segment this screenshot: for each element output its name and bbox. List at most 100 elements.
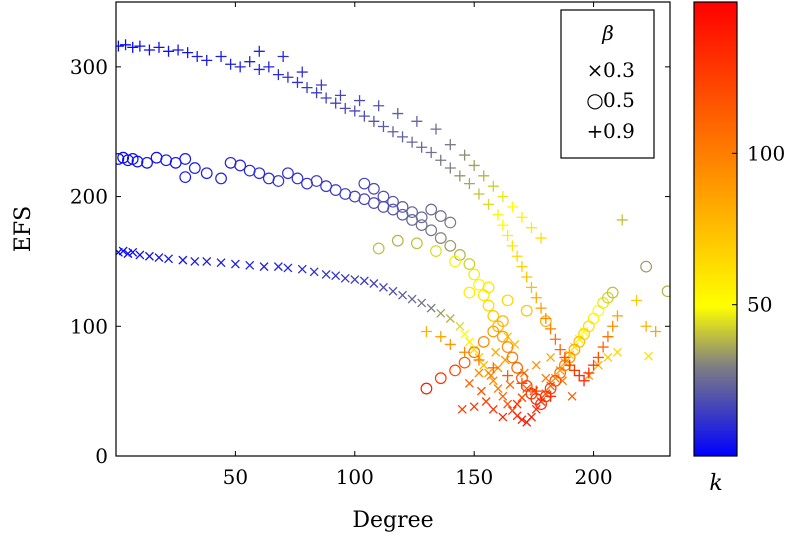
series-0.9-point-97 xyxy=(516,377,528,389)
series-0.3-point-76 xyxy=(531,360,541,370)
series-0.9-point-20 xyxy=(301,82,313,94)
series-0.5-point-78 xyxy=(487,325,500,338)
series-0.5-point-81 xyxy=(367,182,380,195)
series-0.9-point-28 xyxy=(377,121,389,133)
series-0.3-point-9 xyxy=(190,256,200,266)
series-0.9-point-75 xyxy=(354,95,366,107)
series-0.9-point-53 xyxy=(554,344,566,356)
series-0.3-point-8 xyxy=(178,255,188,265)
series-0.9-point-19 xyxy=(291,76,303,88)
series-0.5-point-26 xyxy=(339,188,352,200)
series-0.9-point-37 xyxy=(463,178,475,190)
series-0.9-point-43 xyxy=(506,240,518,252)
series-0.9-point-12 xyxy=(225,58,237,70)
series-0.9-point-49 xyxy=(535,302,547,314)
series-0.5-point-87 xyxy=(425,203,438,216)
series-0.9-point-66 xyxy=(616,214,628,226)
legend-label-0-9: 0.9 xyxy=(603,119,635,143)
data-points xyxy=(116,39,670,427)
series-0.9-point-95 xyxy=(487,362,499,374)
series-0.9-point-78 xyxy=(411,115,423,127)
series-0.9-point-1 xyxy=(120,39,132,51)
series-0.9-point-92 xyxy=(444,338,456,350)
series-0.3-point-5 xyxy=(144,251,154,261)
series-0.3-point-87 xyxy=(474,368,484,378)
series-0.9-point-71 xyxy=(277,50,289,62)
axis-ticks: 50 100 150 200 0 100 200 300 xyxy=(70,2,670,489)
series-0.5-point-86 xyxy=(415,211,428,224)
series-0.5-point-15 xyxy=(234,159,247,172)
series-0.3-point-48 xyxy=(527,412,536,422)
legend-label-0-5: 0.5 xyxy=(603,88,635,112)
series-0.9-point-42 xyxy=(502,229,514,241)
series-0.9-point-54 xyxy=(559,351,571,363)
series-0.5-point-22 xyxy=(301,177,313,190)
series-0.3-point-86 xyxy=(464,378,474,388)
series-0.3-point-35 xyxy=(464,337,474,347)
series-0.9-point-2 xyxy=(127,41,139,53)
plot-frame xyxy=(115,1,671,457)
series-0.9-point-70 xyxy=(253,45,265,57)
series-0.3-point-84 xyxy=(644,351,653,361)
series-0.3-point-61 xyxy=(505,380,515,390)
legend: β × 0.3 ○ 0.5 + 0.9 xyxy=(560,9,655,159)
series-0.9-point-46 xyxy=(521,271,533,283)
series-0.9-point-39 xyxy=(483,198,495,210)
series-0.5-point-93 xyxy=(430,245,442,257)
series-0.9-point-7 xyxy=(172,44,184,56)
series-0.3-point-32 xyxy=(445,314,455,323)
series-0.9-point-99 xyxy=(545,390,557,402)
series-0.3-point-68 xyxy=(512,399,522,409)
series-0.3-point-10 xyxy=(202,256,212,266)
series-0.3-point-79 xyxy=(567,391,577,401)
series-0.9-point-21 xyxy=(311,87,323,99)
series-0.9-point-24 xyxy=(339,102,351,114)
series-0.3-point-83 xyxy=(613,347,622,357)
legend-title: β xyxy=(601,21,614,45)
series-0.3-point-64 xyxy=(541,373,551,383)
series-0.5-point-37 xyxy=(444,239,457,252)
series-0.9-point-68 xyxy=(640,320,652,332)
series-0.5-point-72 xyxy=(420,382,433,395)
series-0.5-point-92 xyxy=(410,237,423,250)
series-0.5-point-82 xyxy=(377,190,390,203)
legend-marker-x: × xyxy=(587,58,604,82)
series-0.5-point-91 xyxy=(391,234,404,247)
series-0.5-point-76 xyxy=(468,346,481,359)
series-0.5-point-39 xyxy=(463,258,476,270)
series-0.9-point-22 xyxy=(320,92,332,104)
series-0.3-point-31 xyxy=(436,308,446,318)
series-0.9-point-62 xyxy=(597,341,609,353)
series-0.5-point-19 xyxy=(272,175,285,187)
series-0.5-point-36 xyxy=(434,232,447,244)
series-0.3-point-38 xyxy=(479,360,489,370)
series-0.5-point-6 xyxy=(150,151,163,164)
series-0.5-point-47 xyxy=(501,341,514,353)
y-tick-label-200: 200 xyxy=(70,185,108,209)
series-0.3-point-4 xyxy=(135,250,145,260)
series-0.3-point-40 xyxy=(488,376,498,386)
series-0.5-point-85 xyxy=(406,206,419,219)
series-0.3-point-3 xyxy=(128,247,138,257)
series-0.9-point-79 xyxy=(430,123,442,135)
series-0.3-point-29 xyxy=(417,298,427,308)
series-0.9-point-74 xyxy=(334,89,346,101)
series-0.9-point-59 xyxy=(583,367,595,379)
series-0.5-point-65 xyxy=(587,312,600,325)
series-0.9-point-58 xyxy=(578,375,590,387)
x-tick-label-100: 100 xyxy=(336,465,374,489)
series-0.3-point-34 xyxy=(460,329,470,339)
series-0.5-point-13 xyxy=(215,172,227,185)
series-0.9-point-9 xyxy=(191,50,203,62)
series-0.5-point-61 xyxy=(568,343,581,356)
series-0.3-point-27 xyxy=(398,290,408,300)
series-0.5-point-98 xyxy=(520,304,533,317)
series-0.3-point-71 xyxy=(476,386,486,396)
series-0.3-point-67 xyxy=(498,412,508,422)
series-0.5-point-64 xyxy=(582,320,595,333)
series-0.3-point-17 xyxy=(297,264,307,274)
series-0.9-point-73 xyxy=(315,79,327,91)
series-0.9-point-15 xyxy=(253,63,265,75)
series-0.5-point-97 xyxy=(501,294,514,307)
series-0.5-point-51 xyxy=(520,380,533,392)
